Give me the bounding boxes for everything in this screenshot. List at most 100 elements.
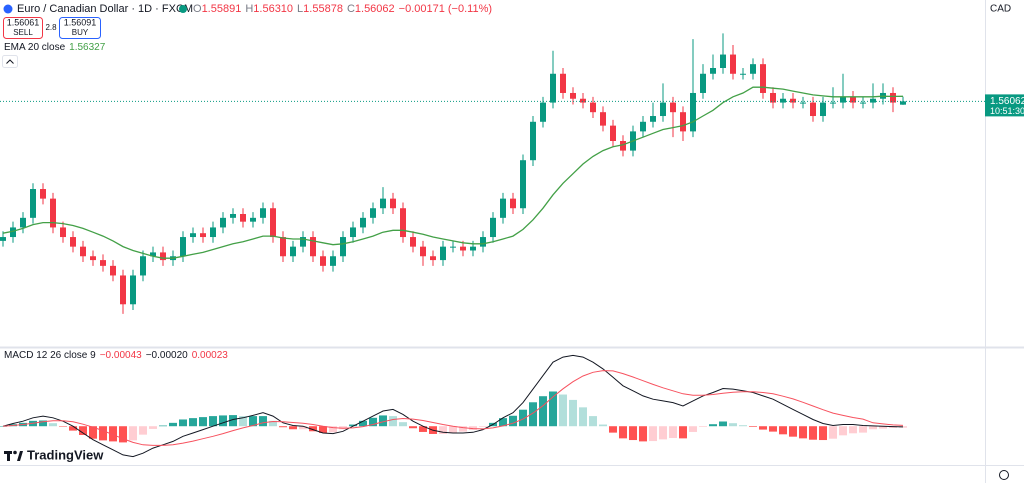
candle-body <box>200 233 206 238</box>
candle-body <box>690 92 696 132</box>
histogram-bar <box>819 426 827 441</box>
candle-body <box>190 233 196 238</box>
histogram-bar <box>159 425 167 427</box>
histogram-bar <box>369 417 377 427</box>
collapse-icon[interactable] <box>6 59 14 64</box>
candle-body <box>120 275 126 305</box>
candle-body <box>180 237 186 257</box>
l-value: 1.55878 <box>303 3 343 15</box>
collapse-button[interactable] <box>2 55 18 68</box>
buy-button[interactable]: 1.56091 BUY <box>59 17 101 39</box>
histogram-bar <box>719 421 727 427</box>
macd-line <box>2 354 904 458</box>
histogram-bar <box>379 415 387 427</box>
histogram-bar <box>839 426 847 436</box>
l-label: L <box>297 3 303 15</box>
candle-body <box>20 217 26 228</box>
histogram-bar <box>309 426 317 432</box>
sell-box[interactable] <box>3 17 43 39</box>
histogram-bar <box>89 426 97 439</box>
histogram-bar <box>139 426 147 435</box>
histogram-bar <box>459 426 467 432</box>
buy-box[interactable] <box>59 17 101 39</box>
ema-legend: EMA 20 close 1.56327 <box>4 42 106 53</box>
histogram-bar <box>269 420 277 427</box>
candle-body <box>140 256 146 276</box>
sell-price[interactable]: 1.56061 <box>7 17 40 27</box>
histogram-bar <box>129 426 137 441</box>
histogram-bar <box>869 426 877 430</box>
histogram-bar <box>829 426 837 439</box>
sell-label[interactable]: SELL <box>13 28 33 37</box>
candle-body <box>270 208 276 238</box>
candle-body <box>710 68 716 74</box>
histogram-bar <box>779 426 787 435</box>
candle-body <box>660 102 666 117</box>
candle-body <box>430 256 436 261</box>
histogram-bar <box>629 426 637 441</box>
candle-body <box>290 246 296 257</box>
collapse-box[interactable] <box>2 55 18 68</box>
histogram-bar <box>59 426 67 427</box>
candle-body <box>460 246 466 251</box>
candle-body <box>580 98 586 103</box>
candle-body <box>280 237 286 257</box>
candle-body <box>370 208 376 218</box>
candle-body <box>860 102 866 104</box>
histogram-bar <box>249 416 257 427</box>
candle-body <box>0 237 6 241</box>
brand-logo: TradingView <box>4 447 104 462</box>
histogram-bar <box>239 416 247 427</box>
histogram-bar <box>99 426 107 441</box>
candle-body <box>510 198 516 209</box>
candle-body <box>250 217 256 222</box>
candle-body <box>790 98 796 103</box>
histogram-bar <box>659 426 667 440</box>
candle-body <box>160 252 166 261</box>
candle-body <box>890 92 896 103</box>
histogram-bar <box>399 422 407 427</box>
change: −0.00171 (−0.11%) <box>399 3 492 15</box>
histogram-bar <box>319 426 327 433</box>
candle-body <box>340 237 346 257</box>
histogram-bar <box>149 426 157 429</box>
histogram-bar <box>799 426 807 439</box>
sell-button[interactable]: 1.56061 SELL <box>3 17 43 39</box>
histogram-bar <box>579 407 587 427</box>
histogram-bar <box>679 426 687 439</box>
histogram-bar <box>79 426 87 435</box>
candle-body <box>30 189 36 218</box>
symbol-flag <box>3 4 13 14</box>
histogram-bar <box>69 426 77 431</box>
candle-body <box>310 237 316 257</box>
candle-body <box>770 92 776 103</box>
histogram-bar <box>219 415 227 427</box>
candle-body <box>90 256 96 261</box>
candle-body <box>330 256 336 266</box>
candle-body <box>450 246 456 248</box>
histogram-bar <box>789 426 797 437</box>
histogram-bar <box>189 418 197 427</box>
candle-body <box>100 260 106 266</box>
buy-label[interactable]: BUY <box>72 28 89 37</box>
histogram-bar <box>279 426 287 428</box>
buy-price[interactable]: 1.56091 <box>64 17 97 27</box>
candle-body <box>440 246 446 261</box>
candle-body <box>570 92 576 99</box>
candle-body <box>600 112 606 126</box>
ema-line <box>2 86 904 259</box>
candle-body <box>230 213 236 218</box>
histogram-bar <box>289 426 297 430</box>
macd-legend: MACD 12 26 close 9 −0.00043 −0.00020 0.0002… <box>4 350 228 361</box>
histogram-bar <box>589 416 597 427</box>
c-value: 1.56062 <box>355 3 395 15</box>
histogram-bar <box>729 423 737 427</box>
settings-icon[interactable] <box>999 470 1009 480</box>
candle-body <box>760 64 766 93</box>
candle-body <box>670 102 676 113</box>
histogram-bar <box>499 418 507 427</box>
histogram-bar <box>569 399 577 427</box>
ema-name: EMA 20 close <box>4 42 66 53</box>
histogram-bar <box>199 417 207 427</box>
price-tag-countdown: 10:51:30 <box>990 106 1024 116</box>
